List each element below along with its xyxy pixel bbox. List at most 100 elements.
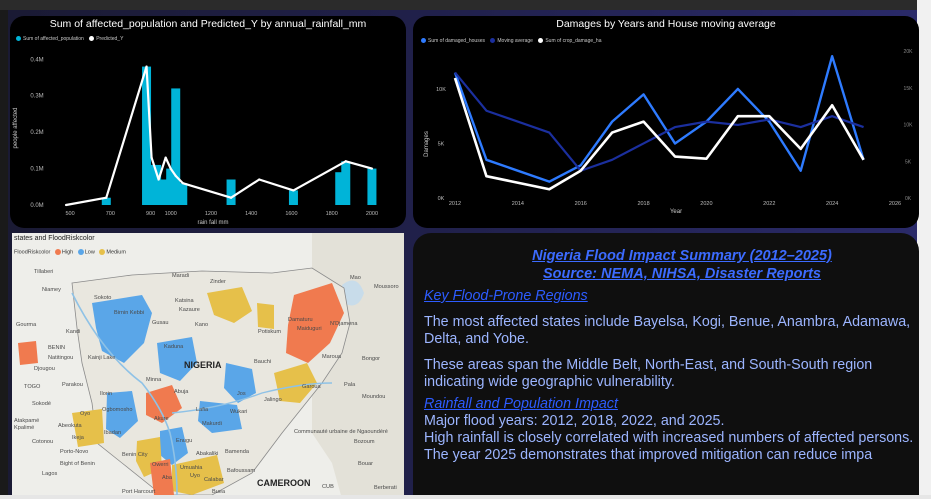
x-tick-label: 900 bbox=[146, 211, 155, 217]
state-high-south bbox=[150, 459, 174, 495]
map-legend-label: FloodRiskcolor bbox=[14, 249, 51, 256]
map-canvas[interactable]: Tillaberi Niamey Maradi Zinder Mao Moussoro So… bbox=[12, 233, 404, 499]
x-tick-label: 2016 bbox=[575, 201, 587, 207]
state-medium-northeast bbox=[257, 303, 274, 329]
legend-label-affected: Sum of affected_population bbox=[23, 36, 84, 42]
predicted-point bbox=[370, 167, 374, 170]
predicted-point bbox=[174, 174, 177, 177]
benue-river bbox=[171, 382, 333, 414]
predicted-point bbox=[258, 178, 261, 181]
legend-marker-moving-average bbox=[490, 38, 496, 44]
map-place-label: Minna bbox=[146, 377, 162, 383]
predicted-line[interactable] bbox=[65, 65, 373, 207]
map-place-label: Port Harcourt bbox=[122, 489, 156, 495]
state-medium-north bbox=[207, 287, 252, 323]
window-toolbar-strip bbox=[0, 0, 918, 10]
damages-line-chart[interactable]: Damages by Years and House moving averag… bbox=[413, 16, 919, 228]
x-tick-label: 1200 bbox=[205, 211, 217, 217]
bar[interactable] bbox=[341, 161, 351, 205]
state-low-northwest bbox=[92, 295, 152, 363]
window-scrollbar[interactable] bbox=[917, 0, 931, 499]
summary-panel: Nigeria Flood Impact Summary (2012–2025)… bbox=[413, 233, 919, 499]
y-tick-label-right: 10K bbox=[904, 123, 914, 129]
window-edge-bottom bbox=[0, 495, 931, 499]
x-tick-label: 2000 bbox=[366, 211, 378, 217]
legend-marker-low bbox=[77, 249, 84, 255]
legend-label-moving-average: Moving average bbox=[497, 38, 533, 44]
chart-legend: Sum of damaged_houses Moving average Sum… bbox=[421, 38, 602, 44]
map-place-label: Oyo bbox=[80, 411, 90, 417]
predicted-point bbox=[169, 167, 172, 170]
state-medium-west bbox=[72, 409, 104, 447]
map-place-label: Zinder bbox=[210, 279, 226, 285]
map-place-label: Tillaberi bbox=[34, 269, 53, 275]
map-place-label: Jos bbox=[237, 391, 246, 397]
map-place-label: Kainji Lake bbox=[88, 355, 115, 361]
bar[interactable] bbox=[101, 197, 111, 205]
y-tick-label: 0.3M bbox=[30, 94, 43, 100]
summary-paragraph: The most affected states include Bayelsa… bbox=[424, 314, 911, 347]
window-edge-left bbox=[0, 0, 8, 499]
bar[interactable] bbox=[178, 183, 188, 205]
map-place-label: NIGERIA bbox=[184, 360, 222, 370]
map-place-label: Umuahia bbox=[180, 465, 203, 471]
line-chart-plot[interactable]: Damages Year 0K 5K 10K 0K 5K 10K 15K 20K 2012 2… bbox=[413, 16, 919, 228]
bar[interactable] bbox=[288, 190, 298, 205]
bar[interactable] bbox=[142, 66, 152, 205]
bar[interactable] bbox=[367, 168, 377, 205]
bar[interactable] bbox=[147, 164, 157, 205]
map-place-label: Kaduna bbox=[164, 344, 184, 350]
map-place-label: Abeokuta bbox=[58, 423, 83, 429]
bar[interactable] bbox=[161, 179, 171, 206]
crop-damage-line[interactable] bbox=[453, 77, 865, 191]
x-tick-label: 2020 bbox=[700, 201, 712, 207]
bar[interactable] bbox=[335, 172, 345, 205]
summary-paragraph: These areas span the Middle Belt, North-… bbox=[424, 357, 873, 390]
map-place-label: Owerri bbox=[152, 462, 168, 468]
summary-source: Source: NEMA, NIHSA, Disaster Reports bbox=[543, 266, 821, 282]
map-place-label: Bozoum bbox=[354, 439, 375, 445]
bar[interactable] bbox=[226, 179, 236, 206]
map-place-label: Bafoussam bbox=[227, 468, 255, 474]
predicted-point bbox=[157, 178, 160, 181]
map-place-label: Kazaure bbox=[179, 307, 200, 313]
map-place-label: Maiduguri bbox=[297, 326, 322, 332]
state-medium-southeast bbox=[172, 455, 224, 495]
map-place-label: Gusau bbox=[152, 320, 168, 326]
bar[interactable] bbox=[152, 164, 162, 205]
map-place-label: Mao bbox=[350, 275, 361, 281]
legend-label-damaged-houses: Sum of damaged_houses bbox=[428, 38, 485, 44]
y-tick-label-right: 0K bbox=[905, 196, 912, 202]
bar[interactable] bbox=[166, 168, 176, 205]
map-place-label: Natitingou bbox=[48, 355, 73, 361]
bar-chart-plot[interactable]: people affected rain fall mm 0.0M 0.1M 0.2… bbox=[10, 16, 406, 228]
state-low-plateau bbox=[198, 401, 242, 433]
x-tick-label: 500 bbox=[65, 211, 74, 217]
x-axis-label: Year bbox=[670, 209, 682, 215]
map-place-label: Ibadan bbox=[104, 430, 121, 436]
bar[interactable] bbox=[171, 88, 181, 205]
map-place-label: Moundou bbox=[362, 394, 385, 400]
chart-legend: Sum of affected_population Predicted_Y bbox=[16, 36, 123, 42]
predicted-point bbox=[292, 189, 295, 192]
predicted-point bbox=[229, 196, 233, 199]
state-low-east bbox=[224, 363, 256, 403]
y-tick-label: 10K bbox=[436, 87, 446, 93]
y-tick-label: 0.1M bbox=[30, 167, 43, 173]
affected-population-chart[interactable]: Sum of affected_population and Predicted… bbox=[10, 16, 406, 228]
legend-marker-predicted bbox=[89, 36, 95, 42]
map-place-label: TOGO bbox=[24, 384, 41, 390]
x-tick-label: 1800 bbox=[326, 211, 338, 217]
map-place-label: Niamey bbox=[42, 287, 61, 293]
map-place-label: Kandi bbox=[66, 329, 80, 335]
map-place-label: Maroua bbox=[322, 354, 342, 360]
state-high-west bbox=[18, 341, 38, 365]
legend-marker-high bbox=[54, 249, 61, 255]
summary-title: Nigeria Flood Impact Summary (2012–2025) bbox=[532, 248, 832, 264]
moving-average-line[interactable] bbox=[454, 71, 864, 172]
map-title: states and FloodRiskcolor bbox=[14, 235, 95, 242]
damaged-houses-line[interactable] bbox=[453, 54, 865, 183]
map-place-label: Atakpamé bbox=[14, 418, 39, 424]
predicted-point bbox=[105, 196, 108, 199]
flood-risk-map[interactable]: Tillaberi Niamey Maradi Zinder Mao Moussoro So… bbox=[12, 233, 404, 499]
